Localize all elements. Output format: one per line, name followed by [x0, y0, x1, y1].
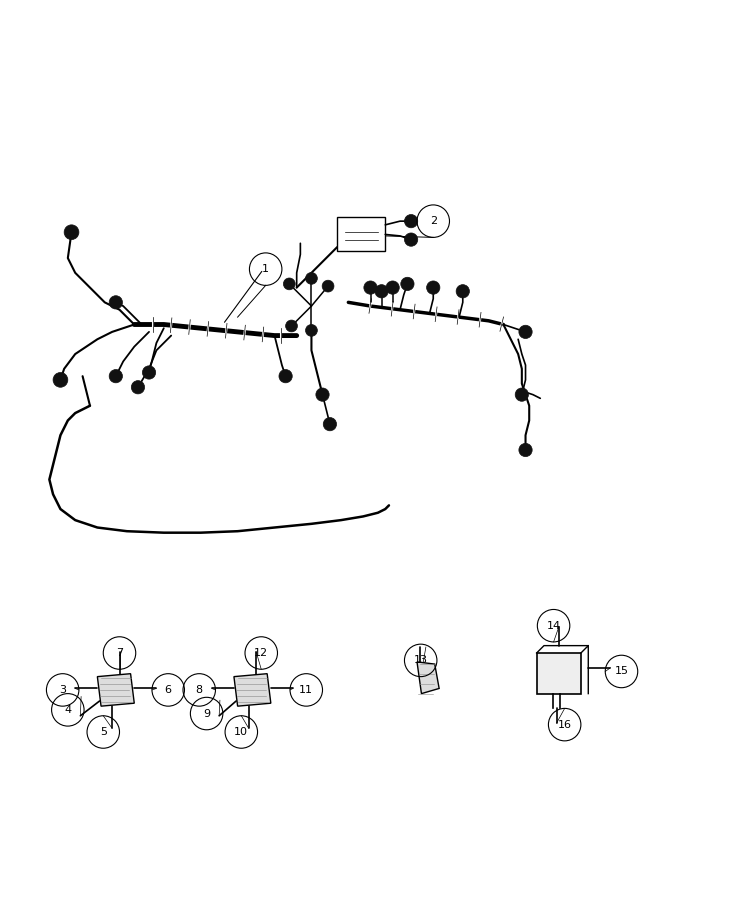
- Circle shape: [305, 325, 317, 337]
- Circle shape: [364, 281, 377, 294]
- Circle shape: [405, 214, 418, 228]
- Circle shape: [64, 225, 79, 239]
- Circle shape: [142, 365, 156, 379]
- Text: 1: 1: [262, 264, 269, 274]
- Circle shape: [279, 370, 292, 382]
- Circle shape: [322, 280, 334, 292]
- Text: 9: 9: [203, 708, 210, 718]
- FancyBboxPatch shape: [536, 653, 581, 694]
- Circle shape: [456, 284, 469, 298]
- Text: 10: 10: [234, 727, 248, 737]
- Text: 7: 7: [116, 648, 123, 658]
- Circle shape: [131, 381, 144, 394]
- Circle shape: [515, 388, 528, 401]
- Circle shape: [405, 233, 418, 247]
- Circle shape: [285, 320, 297, 332]
- Text: 6: 6: [165, 685, 172, 695]
- Circle shape: [427, 281, 440, 294]
- Text: 4: 4: [64, 705, 71, 715]
- Polygon shape: [417, 662, 439, 694]
- Polygon shape: [97, 674, 134, 706]
- Circle shape: [109, 296, 122, 309]
- Text: 11: 11: [299, 685, 313, 695]
- FancyBboxPatch shape: [337, 218, 385, 251]
- Circle shape: [401, 277, 414, 291]
- Text: 14: 14: [547, 621, 561, 631]
- Circle shape: [323, 418, 336, 431]
- Text: 8: 8: [196, 685, 203, 695]
- Circle shape: [519, 444, 532, 456]
- Text: 5: 5: [100, 727, 107, 737]
- Text: 3: 3: [59, 685, 66, 695]
- Text: 16: 16: [558, 720, 571, 730]
- Circle shape: [53, 373, 68, 387]
- Circle shape: [109, 370, 122, 382]
- Circle shape: [316, 388, 329, 401]
- Circle shape: [519, 325, 532, 338]
- Circle shape: [305, 273, 317, 284]
- Text: 13: 13: [413, 655, 428, 665]
- Polygon shape: [234, 674, 271, 706]
- Text: 12: 12: [254, 648, 268, 658]
- Circle shape: [375, 284, 388, 298]
- Text: 2: 2: [430, 216, 436, 226]
- Circle shape: [386, 281, 399, 294]
- Circle shape: [283, 278, 295, 290]
- Text: 15: 15: [614, 667, 628, 677]
